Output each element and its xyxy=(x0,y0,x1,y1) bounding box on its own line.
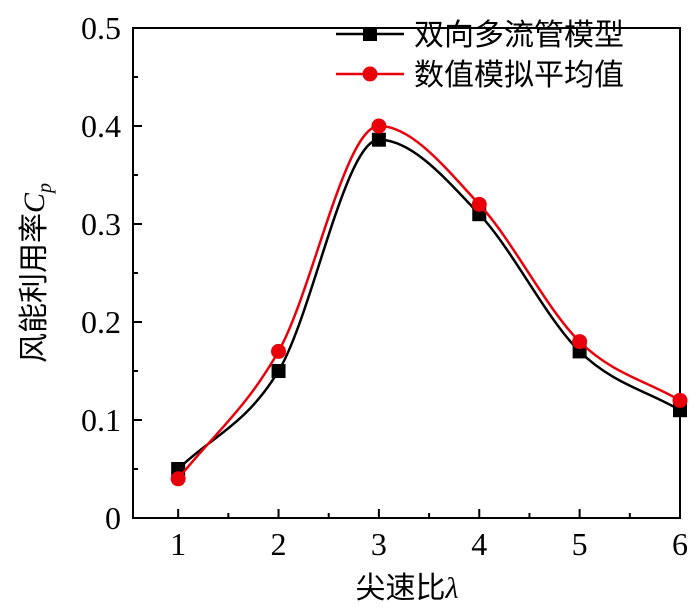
series-line-1 xyxy=(177,138,681,470)
data-point-series-2 xyxy=(471,196,487,212)
data-point-series-1 xyxy=(271,364,286,378)
y-tick-label: 0.5 xyxy=(81,10,121,46)
x-tick-label: 2 xyxy=(271,526,287,562)
data-point-series-2 xyxy=(371,118,387,134)
data-point-series-2 xyxy=(170,471,186,487)
x-tick-label: 6 xyxy=(672,526,688,562)
data-point-series-2 xyxy=(271,343,287,359)
x-axis: 1 2 3 4 5 6 xyxy=(170,509,688,562)
x-tick-label: 3 xyxy=(371,526,387,562)
x-axis-label-text: 尖速比 xyxy=(356,571,446,606)
y-tick-label: 0.1 xyxy=(81,402,121,438)
y-axis: 0 0.1 0.2 0.3 0.4 0.5 xyxy=(81,10,142,536)
x-tick-label: 1 xyxy=(170,526,186,562)
x-tick-label: 4 xyxy=(471,526,487,562)
y-tick-label: 0.2 xyxy=(81,304,121,340)
legend-marker-series-2 xyxy=(362,66,378,82)
data-point-series-1 xyxy=(371,132,386,147)
plot-area-border xyxy=(132,27,681,519)
data-point-series-2 xyxy=(672,392,688,408)
series-line-2 xyxy=(177,124,681,480)
y-axis-label: 风能利用率Cp xyxy=(17,183,56,363)
legend-marker-series-1 xyxy=(363,27,377,41)
plot-frame xyxy=(132,27,681,519)
series-layer xyxy=(170,118,688,487)
legend-label-series-1: 双向多流管模型 xyxy=(414,18,624,53)
y-tick-label: 0.3 xyxy=(81,206,121,242)
y-tick-label: 0 xyxy=(105,500,121,536)
y-tick-label: 0.4 xyxy=(81,108,121,144)
data-point-series-2 xyxy=(572,334,588,350)
legend: 双向多流管模型 数值模拟平均值 xyxy=(336,18,624,93)
x-tick-label: 5 xyxy=(572,526,588,562)
y-axis-label-symbol: C xyxy=(18,192,51,213)
x-axis-label: 尖速比λ xyxy=(356,571,459,606)
legend-label-series-2: 数值模拟平均值 xyxy=(414,58,624,93)
x-axis-label-symbol: λ xyxy=(445,572,459,605)
y-axis-label-text: 风能利用率 xyxy=(17,213,52,363)
y-axis-label-subscript: p xyxy=(34,183,56,195)
